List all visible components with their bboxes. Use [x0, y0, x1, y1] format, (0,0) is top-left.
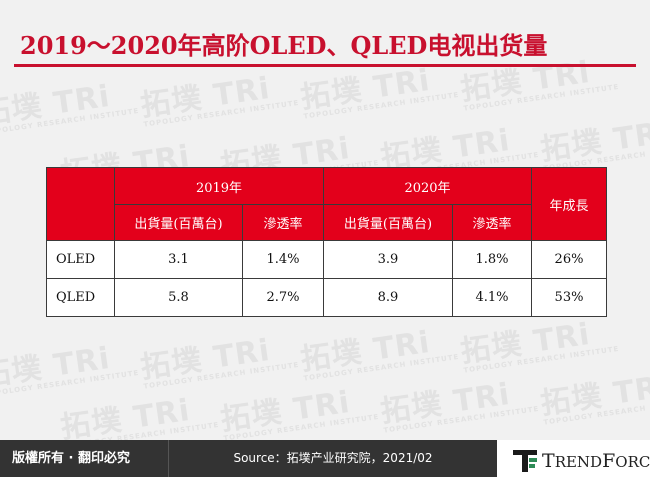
shipment-table-container: 2019年 2020年 年成長 出貨量(百萬台) 滲透率 出貨量(百萬台) 滲透… — [46, 167, 607, 317]
copyright-notice: 版權所有 · 翻印必究 — [0, 440, 168, 477]
row-label: QLED — [46, 278, 115, 317]
row-label: OLED — [46, 240, 115, 279]
page-title: 2019～2020年高阶OLED、QLED电视出货量 — [20, 31, 548, 60]
shipment-2020-cell: 8.9 — [323, 278, 453, 317]
penetration-header-2019: 滲透率 — [242, 204, 324, 241]
table-row-qled: QLED 5.8 2.7% 8.9 4.1% 53% — [46, 278, 607, 317]
logo-wordmark: TRENDFORCE — [542, 450, 650, 472]
penetration-header-2020: 滲透率 — [452, 204, 532, 241]
shipment-table: 2019年 2020年 年成長 出貨量(百萬台) 滲透率 出貨量(百萬台) 滲透… — [46, 167, 607, 317]
year-header-2019: 2019年 — [114, 167, 324, 205]
penetration-2020-cell: 4.1% — [452, 278, 532, 317]
table-row-oled: OLED 3.1 1.4% 3.9 1.8% 26% — [46, 240, 607, 279]
trendforce-mark-icon — [513, 450, 537, 472]
shipment-2019-cell: 5.8 — [114, 278, 243, 317]
penetration-2019-cell: 2.7% — [242, 278, 324, 317]
year-header-2020: 2020年 — [323, 167, 532, 205]
corner-cell — [46, 167, 115, 241]
shipment-2019-cell: 3.1 — [114, 240, 243, 279]
table-subheader-row: 出貨量(百萬台) 滲透率 出貨量(百萬台) 滲透率 — [47, 204, 607, 241]
title-underline — [14, 64, 636, 67]
table-header-row: 2019年 2020年 年成長 — [46, 167, 607, 241]
source-note: Source：拓墣产业研究院，2021/02 — [168, 440, 497, 477]
growth-cell: 26% — [531, 240, 607, 279]
growth-cell: 53% — [531, 278, 607, 317]
shipment-2020-cell: 3.9 — [323, 240, 453, 279]
shipment-header-2019: 出貨量(百萬台) — [114, 204, 243, 241]
shipment-header-2020: 出貨量(百萬台) — [323, 204, 453, 241]
penetration-2020-cell: 1.8% — [452, 240, 532, 279]
trendforce-logo: TRENDFORCE — [512, 446, 650, 476]
penetration-2019-cell: 1.4% — [242, 240, 324, 279]
growth-header: 年成長 — [531, 167, 607, 241]
